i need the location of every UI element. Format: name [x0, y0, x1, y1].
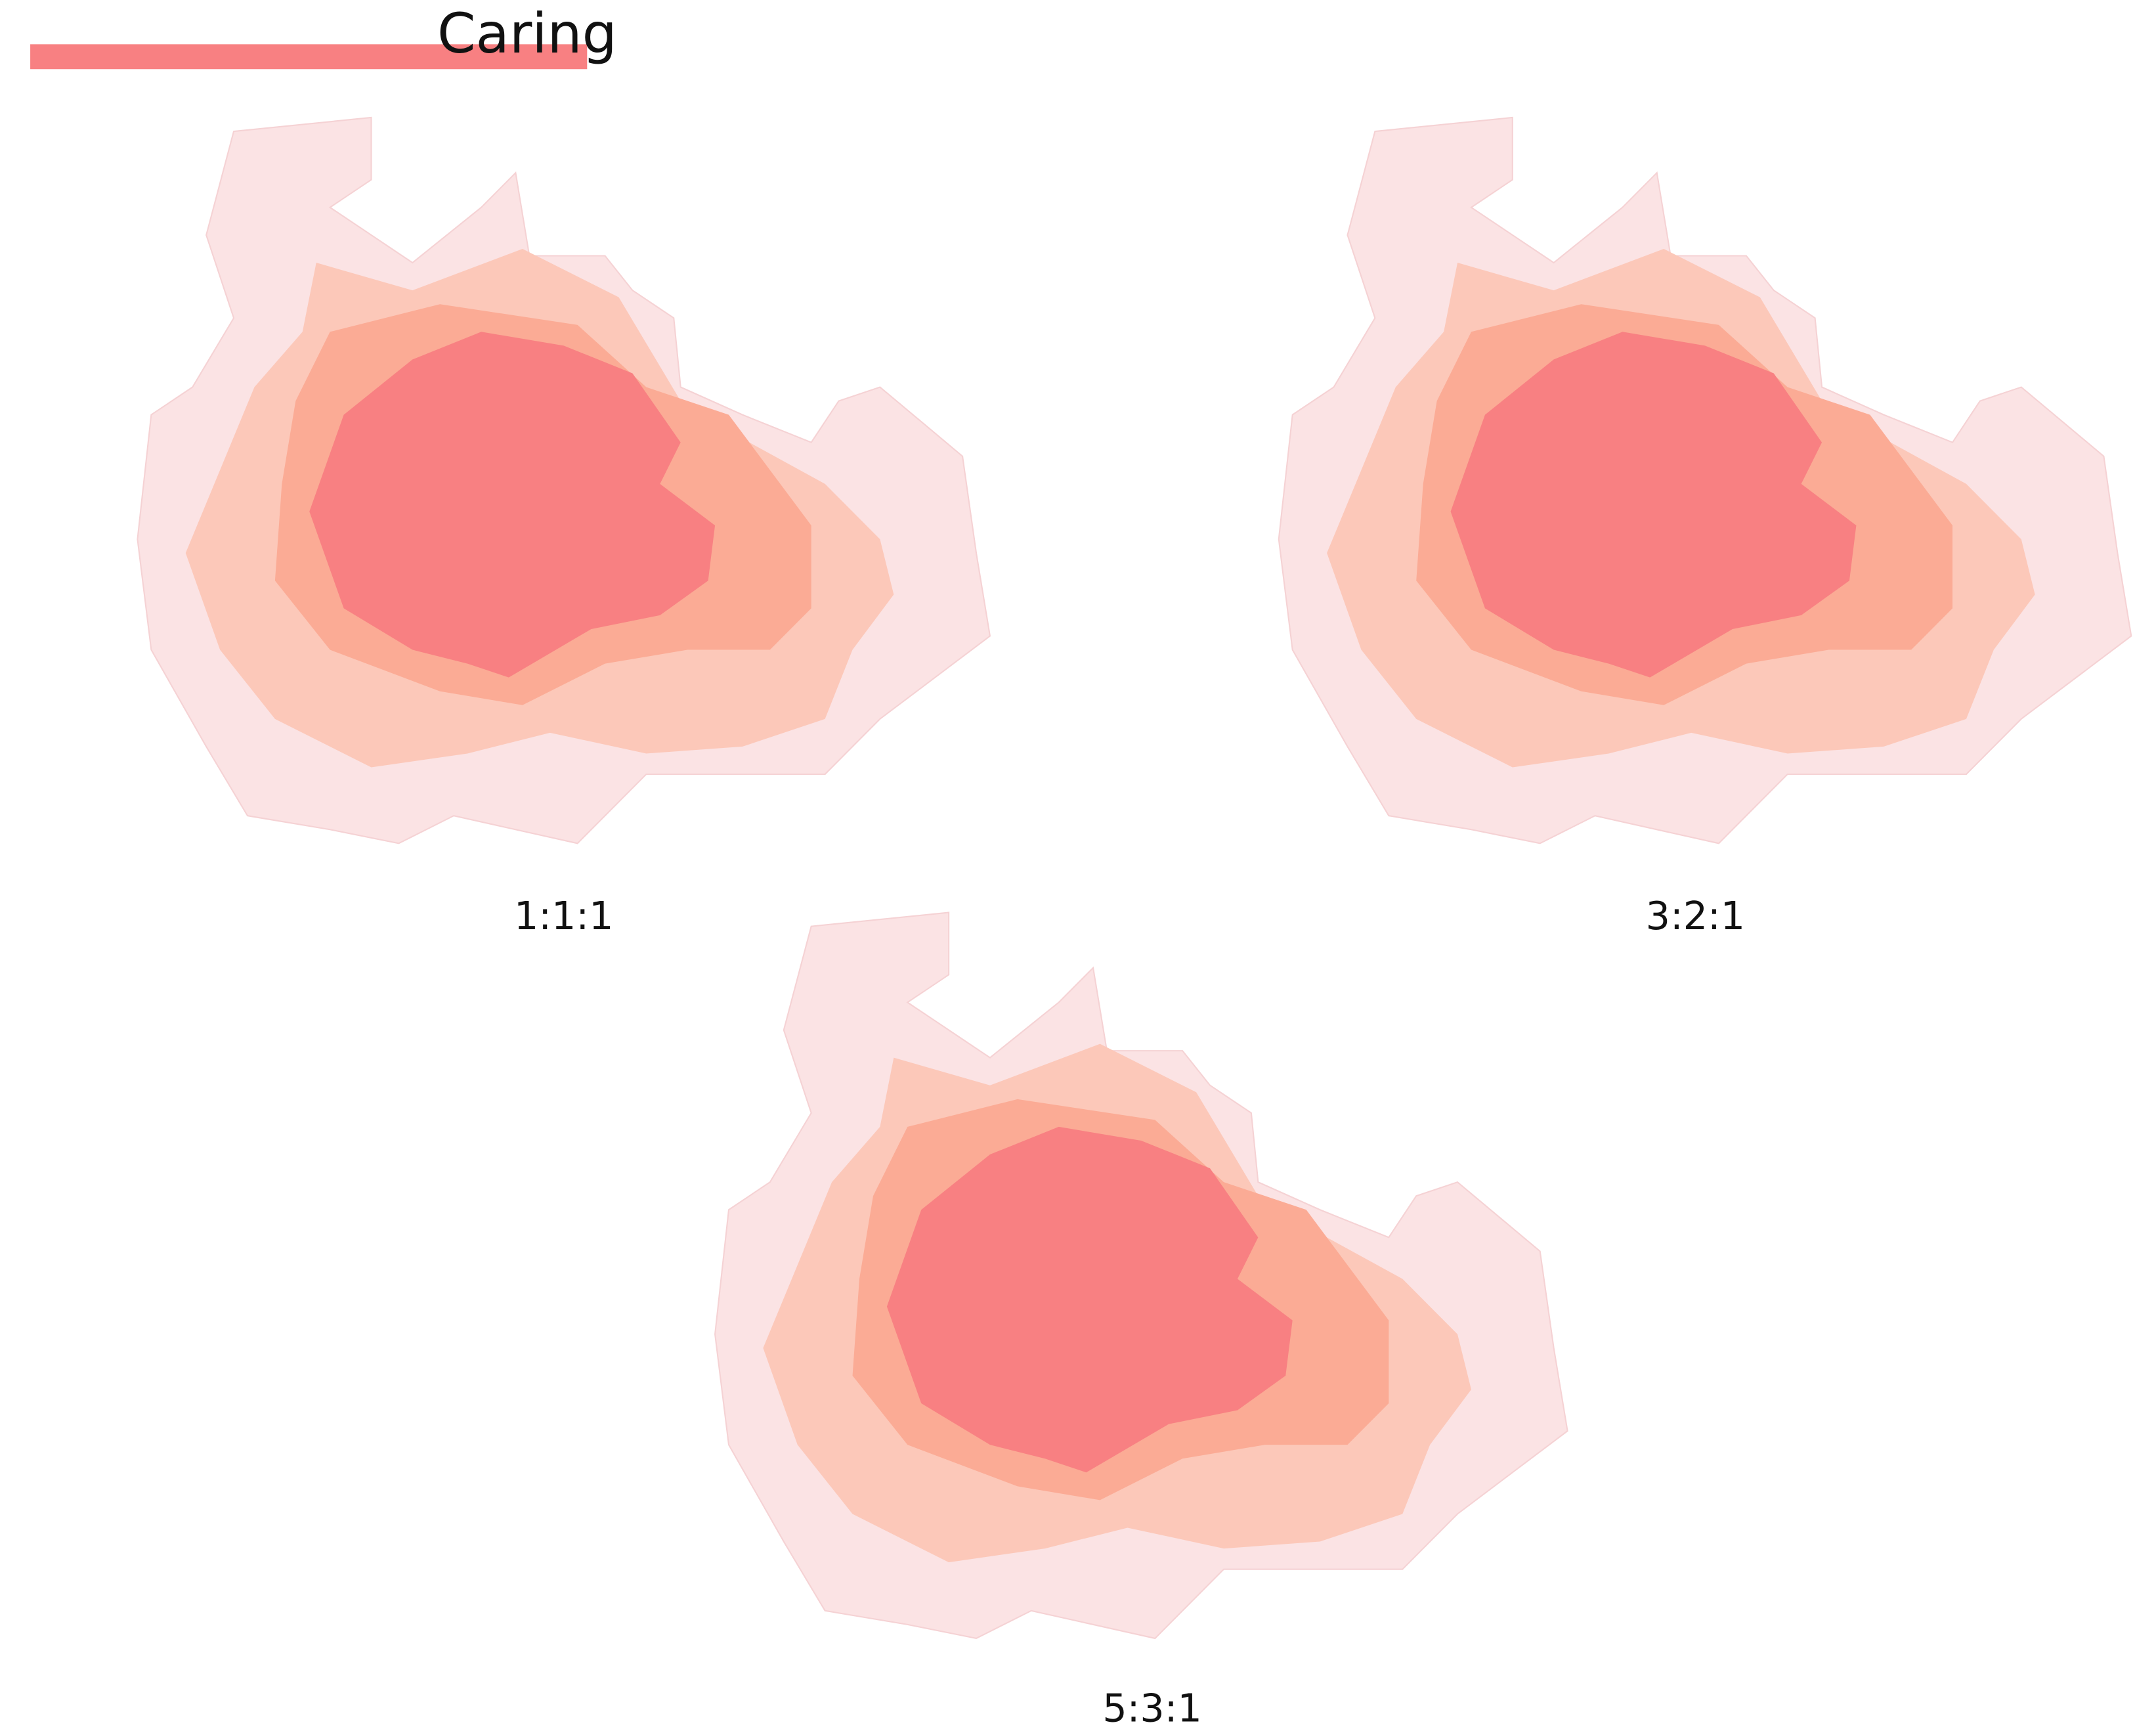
hex-map: [1278, 116, 2132, 844]
hex-map: [137, 116, 991, 844]
panel: 5:3:1: [714, 911, 1568, 1730]
hex-map: [714, 911, 1568, 1639]
panel-label: 1:1:1: [514, 893, 613, 938]
panel: 3:2:1: [1278, 116, 2132, 938]
title: Caring: [437, 1, 617, 66]
panel-label: 3:2:1: [1646, 893, 1745, 938]
panel-label: 5:3:1: [1102, 1685, 1201, 1730]
panel: 1:1:1: [137, 116, 991, 938]
title-bar: [30, 44, 588, 70]
